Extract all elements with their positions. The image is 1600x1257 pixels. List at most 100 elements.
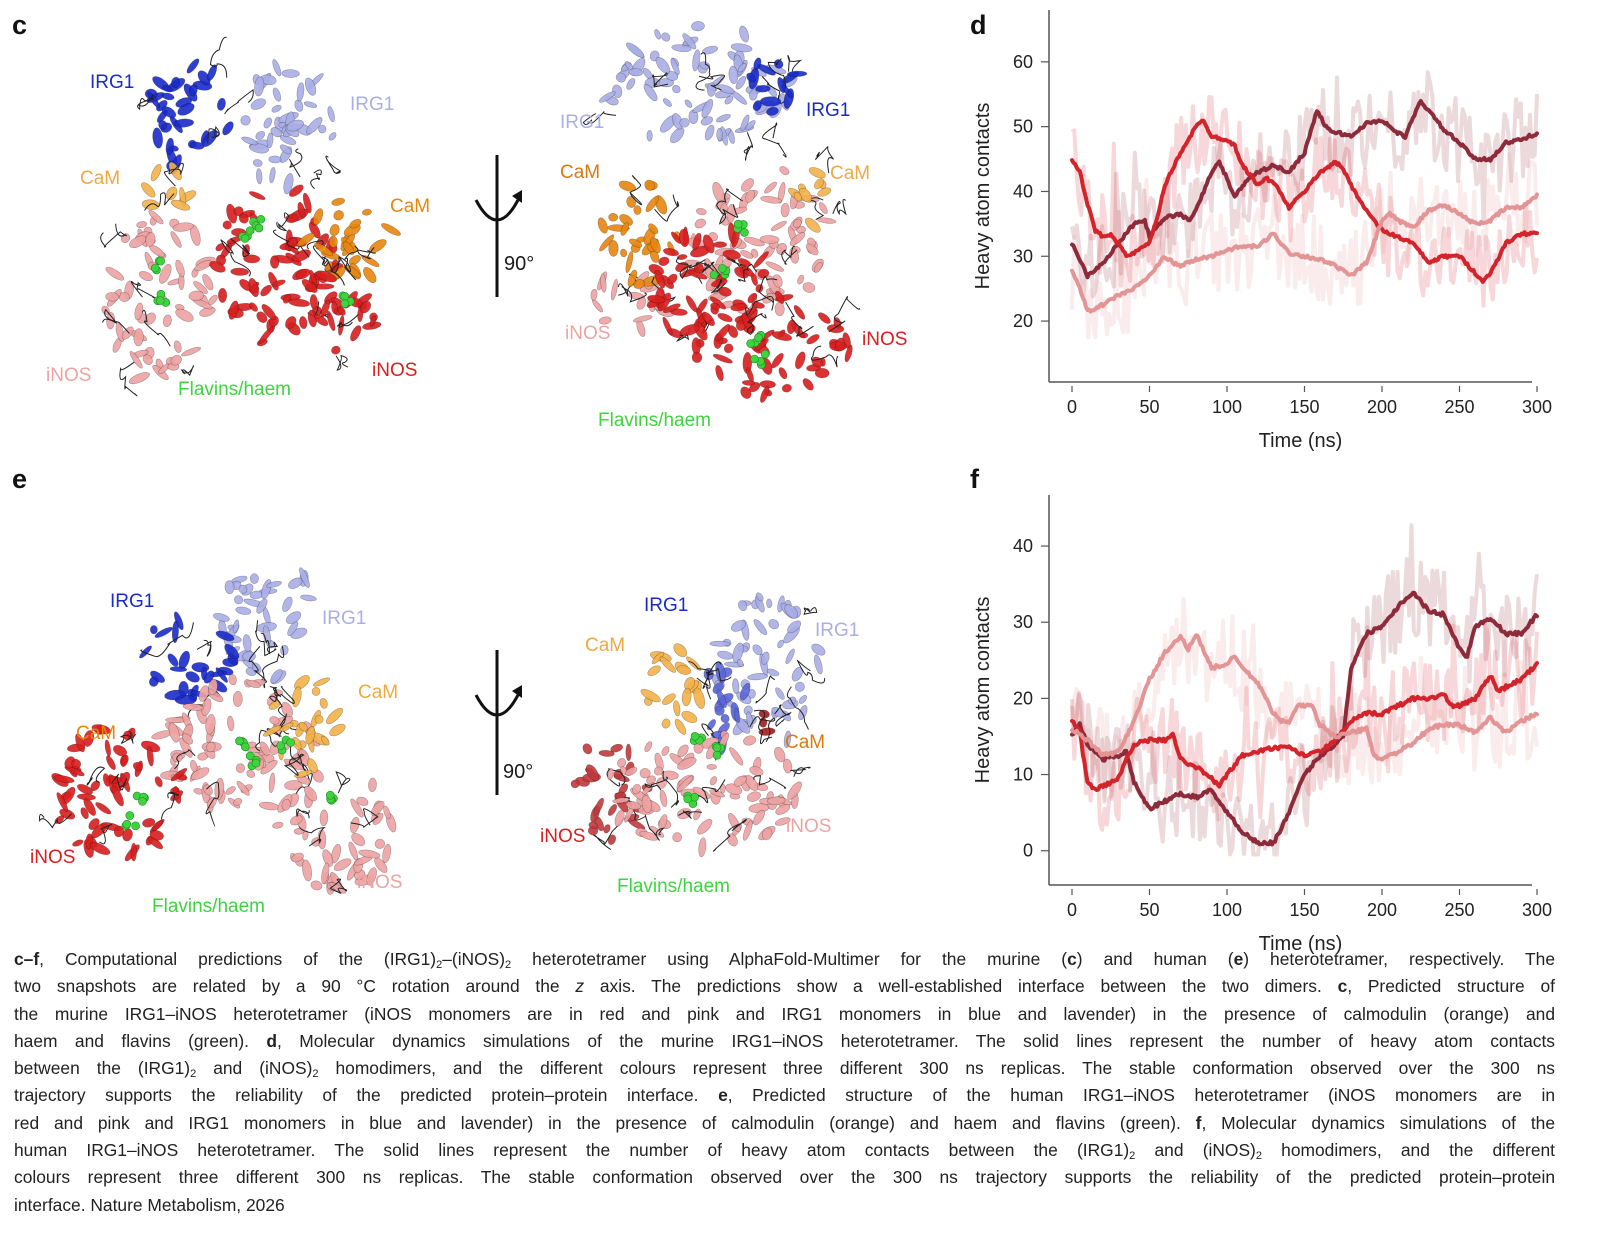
caption-text: , Molecular dynamics simulations of the …	[277, 1030, 1556, 1051]
series-line-replica-1	[1070, 590, 1539, 847]
label-flavins-haem: Flavins/haem	[178, 379, 291, 400]
label-irg1-blue: IRG1	[110, 591, 155, 612]
label-flavins-haem: Flavins/haem	[598, 410, 711, 431]
caption-text: trajectory supports the reliability of t…	[14, 1085, 719, 1106]
protein-chain-region	[39, 724, 188, 862]
caption-text: homodimers, and the different	[1261, 1140, 1555, 1161]
protein-chain-region	[679, 276, 861, 403]
y-tick-label: 50	[1013, 117, 1033, 137]
series-line-replica-3	[1070, 192, 1539, 314]
panel-letter-e: e	[12, 464, 28, 494]
x-tick-label: 100	[1212, 900, 1242, 920]
flavin-haem-atom	[712, 750, 722, 760]
caption-text: ) heterotetramer, respectively. The	[1243, 949, 1555, 969]
caption-line: red and pink and IRG1 monomers in blue a…	[14, 1110, 1555, 1137]
caption-line: trajectory supports the reliability of t…	[14, 1082, 1555, 1109]
flavin-haem-atom	[251, 758, 261, 768]
x-tick-label: 200	[1367, 397, 1397, 417]
caption-line: between the (IRG1)2 and (iNOS)2 homodime…	[14, 1055, 1555, 1082]
raw-trace-replica-2	[1070, 95, 1539, 308]
flavin-haem-atom	[746, 339, 755, 348]
protein-chain-region	[213, 567, 317, 689]
flavin-haem-atom	[718, 264, 727, 273]
x-tick-label: 200	[1367, 900, 1397, 920]
caption-text: c	[1067, 949, 1077, 969]
protein-structure-renders	[39, 21, 861, 895]
y-axis-label: Heavy atom contacts	[972, 103, 994, 290]
y-tick-label: 20	[1013, 688, 1033, 708]
protein-chain-region	[640, 643, 714, 735]
raw-trace-replica-2	[1070, 621, 1539, 832]
caption-text: red and pink and IRG1 monomers in blue a…	[14, 1112, 1196, 1133]
figure-caption: c–f, Computational predictions of the (I…	[14, 946, 1555, 1219]
caption-text: axis. The predictions show a well-establ…	[584, 976, 1338, 997]
flavin-haem-atom	[340, 292, 350, 301]
protein-chain-region	[141, 161, 197, 211]
label-irg1-blue: IRG1	[90, 72, 135, 93]
protein-chain-region	[137, 36, 234, 175]
axes: 0 50 100 150 200 250 300 20 30 40 50 60 Time (ns) Hea…	[972, 10, 1552, 452]
x-tick-label: 300	[1522, 397, 1552, 417]
flavin-haem-atom	[235, 736, 244, 746]
caption-text: interface. Nature Metabolism, 2026	[14, 1194, 285, 1215]
caption-text: 2	[436, 959, 443, 971]
x-tick-label: 250	[1444, 900, 1474, 920]
caption-text: ) and human (	[1076, 949, 1234, 969]
flavin-haem-atom	[340, 299, 350, 308]
caption-text: two snapshots are related by a 90 °C rot…	[14, 976, 576, 997]
caption-text: e	[1233, 949, 1244, 969]
caption-text: the murine IRG1–iNOS heterotetramer (iNO…	[14, 1003, 1555, 1024]
caption-text: human IRG1–iNOS heterotetramer. The soli…	[14, 1140, 1130, 1161]
rotation-arrow-c	[474, 155, 522, 297]
label-inos-pink: iNOS	[46, 365, 92, 386]
label-cam-orange: CaM	[785, 732, 826, 753]
protein-chain-region	[224, 59, 342, 195]
rotation-arrow-e	[474, 650, 522, 795]
x-axis-label: Time (ns)	[1259, 430, 1343, 452]
caption-text: , Predicted structure of	[1347, 976, 1556, 997]
protein-chain-region	[709, 592, 826, 749]
protein-chain-region	[646, 222, 770, 348]
y-tick-label: 20	[1013, 311, 1033, 331]
label-cam-orange: CaM	[76, 723, 117, 744]
y-tick-label: 40	[1013, 181, 1033, 201]
flavin-haem-atom	[690, 732, 700, 741]
label-inos-pink: iNOS	[565, 323, 611, 344]
x-tick-label: 0	[1067, 900, 1077, 920]
series-line-replica-2	[1070, 118, 1539, 284]
flavin-haem-atom	[740, 228, 749, 237]
caption-text: 2	[1129, 1150, 1136, 1163]
caption-line: the murine IRG1–iNOS heterotetramer (iNO…	[14, 1001, 1555, 1028]
label-inos-red: iNOS	[540, 826, 586, 847]
y-tick-label: 60	[1013, 52, 1033, 72]
caption-text: c	[1337, 976, 1348, 997]
caption-text: 2	[1255, 1150, 1262, 1163]
flavin-haem-atom	[276, 741, 286, 750]
x-tick-label: 250	[1444, 397, 1474, 417]
caption-text: c–f	[14, 949, 40, 969]
protein-chain-region	[262, 674, 346, 778]
x-tick-label: 0	[1067, 397, 1077, 417]
label-inos-red: iNOS	[30, 847, 76, 868]
flavin-haem-atom	[709, 270, 719, 280]
caption-text: between the (IRG1)	[14, 1058, 191, 1079]
y-tick-label: 40	[1013, 536, 1033, 556]
flavin-haem-atom	[138, 797, 147, 806]
label-inos-red: iNOS	[862, 329, 908, 350]
y-tick-label: 30	[1013, 612, 1033, 632]
x-tick-label: 100	[1212, 397, 1242, 417]
x-tick-label: 150	[1289, 900, 1319, 920]
caption-text: heterotetramer using AlphaFold-Multimer …	[511, 949, 1068, 969]
flavin-haem-atom	[254, 223, 264, 233]
x-tick-label: 50	[1139, 397, 1159, 417]
protein-chain-region	[272, 769, 397, 895]
flavin-haem-atom	[683, 794, 693, 804]
rotation-label-e: 90°	[503, 761, 534, 783]
caption-line: colours represent three different 300 ns…	[14, 1164, 1555, 1191]
flavin-haem-atom	[712, 743, 722, 753]
label-cam-orange: CaM	[560, 162, 601, 183]
flavin-haem-atom	[750, 354, 759, 364]
flavin-haem-atom	[240, 742, 250, 752]
caption-text: homodimers, and the different colours re…	[318, 1058, 1555, 1079]
